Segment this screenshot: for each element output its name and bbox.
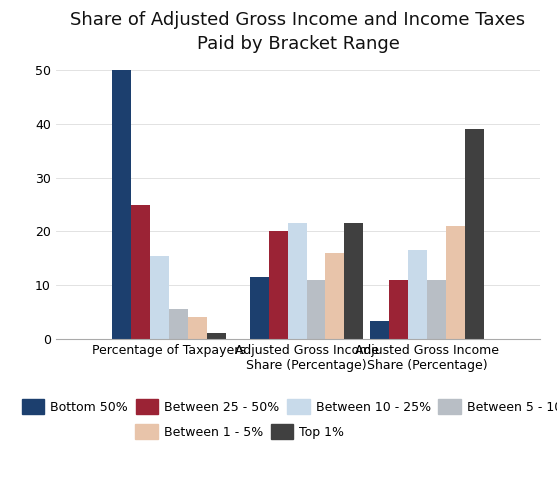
- Title: Share of Adjusted Gross Income and Income Taxes
Paid by Bracket Range: Share of Adjusted Gross Income and Incom…: [70, 11, 526, 53]
- Bar: [287, 223, 306, 339]
- Bar: [169, 309, 188, 339]
- Bar: [250, 277, 269, 339]
- Bar: [446, 226, 465, 339]
- Bar: [306, 280, 325, 339]
- Bar: [188, 317, 207, 339]
- Bar: [344, 223, 363, 339]
- Bar: [325, 253, 344, 339]
- Bar: [370, 321, 389, 339]
- Bar: [408, 250, 427, 339]
- Legend: Between 1 - 5%, Top 1%: Between 1 - 5%, Top 1%: [135, 424, 344, 439]
- Bar: [427, 280, 446, 339]
- Bar: [389, 280, 408, 339]
- Bar: [207, 333, 226, 339]
- Bar: [113, 71, 131, 339]
- Bar: [131, 205, 150, 339]
- Bar: [465, 129, 483, 339]
- Bar: [150, 255, 169, 339]
- Bar: [269, 232, 287, 339]
